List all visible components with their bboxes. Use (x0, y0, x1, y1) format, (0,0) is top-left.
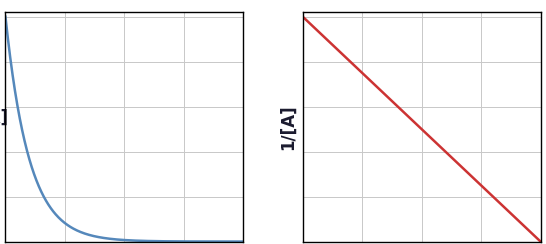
Y-axis label: [A]: [A] (0, 109, 8, 127)
Y-axis label: 1/[A]: 1/[A] (279, 104, 297, 150)
